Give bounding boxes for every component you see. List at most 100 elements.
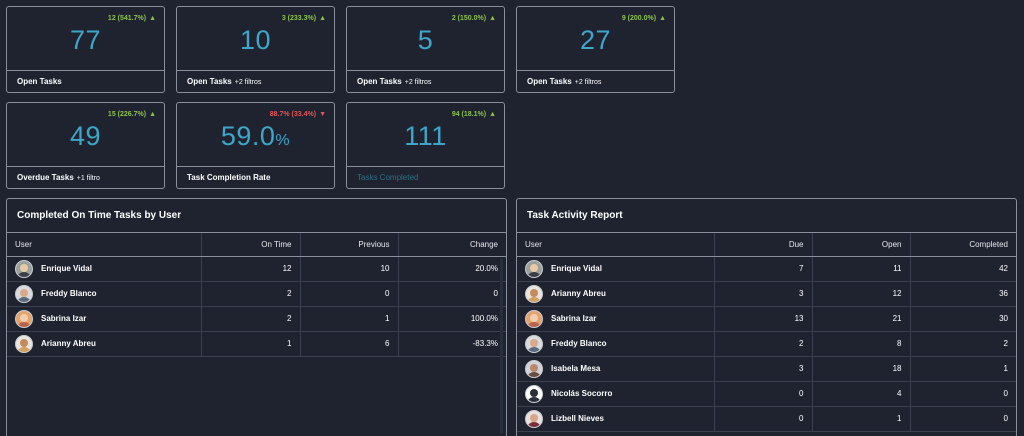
- kpi-label: Overdue Tasks +1 filtro: [7, 166, 164, 188]
- completed-value: 42: [910, 256, 1016, 282]
- table-row[interactable]: Enrique Vidal 7 11 42: [517, 256, 1016, 282]
- change-value: -83.3%: [398, 331, 506, 357]
- kpi-card-overdue-tasks[interactable]: 15 (226.7%) ▲ 49 Overdue Tasks +1 filtro: [6, 102, 165, 189]
- table-header-row: User On Time Previous Change: [7, 233, 506, 257]
- table-row[interactable]: Lizbell Nieves 0 1 0: [517, 406, 1016, 432]
- open-value: 11: [812, 256, 911, 282]
- change-value: 100.0%: [398, 306, 506, 332]
- activity-table: User Due Open Completed Enrique Vidal 7 …: [517, 233, 1016, 432]
- arrow-up-icon: ▲: [319, 15, 326, 22]
- kpi-card-tasks-completed[interactable]: 94 (18.1%) ▲ 111 Tasks Completed: [346, 102, 505, 189]
- previous-value: 10: [300, 256, 399, 282]
- column-header-on-time[interactable]: On Time: [201, 233, 301, 257]
- open-value: 8: [812, 331, 911, 357]
- kpi-value: 27: [579, 25, 612, 55]
- user-name: Sabrina Izar: [551, 314, 597, 323]
- avatar: [525, 284, 543, 303]
- avatar: [525, 334, 543, 353]
- completed-value: 2: [910, 331, 1016, 357]
- kpi-value: 111: [404, 121, 447, 151]
- kpi-value: 5: [417, 25, 434, 55]
- change-value: 20.0%: [398, 256, 506, 282]
- kpi-label: Open Tasks +2 filtros: [347, 70, 504, 92]
- avatar: [525, 384, 543, 403]
- column-header-change[interactable]: Change: [398, 233, 506, 257]
- on-time-value: 12: [201, 256, 301, 282]
- table-row[interactable]: Freddy Blanco 2 8 2: [517, 331, 1016, 357]
- kpi-value: 77: [69, 25, 102, 55]
- column-header-completed[interactable]: Completed: [910, 233, 1016, 257]
- arrow-down-icon: ▼: [319, 111, 326, 118]
- on-time-value: 2: [201, 306, 301, 332]
- panel-title: Completed On Time Tasks by User: [7, 199, 506, 233]
- kpi-card-completion-rate[interactable]: 88.7% (33.4%) ▼ 59.0% Task Completion Rat…: [176, 102, 335, 189]
- due-value: 13: [714, 306, 813, 332]
- open-value: 4: [812, 381, 911, 407]
- kpi-value: 49: [69, 121, 102, 151]
- completed-value: 1: [910, 356, 1016, 382]
- column-header-open[interactable]: Open: [812, 233, 911, 257]
- column-header-due[interactable]: Due: [714, 233, 813, 257]
- due-value: 2: [714, 331, 813, 357]
- kpi-card-open-tasks-filtered[interactable]: 2 (150.0%) ▲ 5 Open Tasks +2 filtros: [346, 6, 505, 93]
- kpi-delta: 12 (541.7%) ▲: [107, 15, 156, 22]
- table-row[interactable]: Arianny Abreu 1 6 -83.3%: [7, 331, 506, 357]
- user-name: Sabrina Izar: [41, 314, 87, 323]
- avatar: [15, 309, 33, 328]
- kpi-label: Open Tasks +2 filtros: [517, 70, 674, 92]
- open-value: 12: [812, 281, 911, 307]
- user-name: Arianny Abreu: [41, 339, 96, 348]
- table-row[interactable]: Enrique Vidal 12 10 20.0%: [7, 256, 506, 282]
- change-value: 0: [398, 281, 506, 307]
- due-value: 3: [714, 281, 813, 307]
- due-value: 7: [714, 256, 813, 282]
- kpi-delta: 94 (18.1%) ▲: [451, 111, 496, 118]
- table-row[interactable]: Nicolás Socorro 0 4 0: [517, 381, 1016, 407]
- column-header-previous[interactable]: Previous: [300, 233, 399, 257]
- completed-value: 0: [910, 381, 1016, 407]
- table-row[interactable]: Isabela Mesa 3 18 1: [517, 356, 1016, 382]
- activity-panel: Task Activity Report User Due Open Compl…: [516, 198, 1017, 436]
- avatar: [525, 409, 543, 428]
- table-row[interactable]: Freddy Blanco 2 0 0: [7, 281, 506, 307]
- user-name: Lizbell Nieves: [551, 414, 604, 423]
- user-name: Nicolás Socorro: [551, 389, 613, 398]
- kpi-label: Tasks Completed: [347, 166, 504, 188]
- avatar: [525, 359, 543, 378]
- user-name: Arianny Abreu: [551, 289, 606, 298]
- table-row[interactable]: Arianny Abreu 3 12 36: [517, 281, 1016, 307]
- due-value: 0: [714, 406, 813, 432]
- user-name: Freddy Blanco: [551, 339, 607, 348]
- kpi-label: Open Tasks +2 filtros: [177, 70, 334, 92]
- table-row[interactable]: Sabrina Izar 13 21 30: [517, 306, 1016, 332]
- arrow-up-icon: ▲: [149, 111, 156, 118]
- due-value: 3: [714, 356, 813, 382]
- ontime-table: User On Time Previous Change Enrique Vid…: [7, 233, 506, 357]
- kpi-card-open-tasks-filtered[interactable]: 9 (200.0%) ▲ 27 Open Tasks +2 filtros: [516, 6, 675, 93]
- open-value: 18: [812, 356, 911, 382]
- kpi-value: 10: [239, 25, 272, 55]
- scrollbar[interactable]: [500, 259, 503, 433]
- completed-value: 30: [910, 306, 1016, 332]
- column-header-user[interactable]: User: [7, 233, 202, 257]
- kpi-delta: 88.7% (33.4%) ▼: [269, 111, 326, 118]
- kpi-value: 59.0%: [220, 121, 291, 151]
- column-header-user[interactable]: User: [517, 233, 715, 257]
- previous-value: 6: [300, 331, 399, 357]
- open-value: 1: [812, 406, 911, 432]
- kpi-card-open-tasks-filtered[interactable]: 3 (233.3%) ▲ 10 Open Tasks +2 filtros: [176, 6, 335, 93]
- on-time-value: 2: [201, 281, 301, 307]
- due-value: 0: [714, 381, 813, 407]
- table-header-row: User Due Open Completed: [517, 233, 1016, 257]
- user-name: Freddy Blanco: [41, 289, 97, 298]
- arrow-up-icon: ▲: [659, 15, 666, 22]
- user-name: Enrique Vidal: [41, 264, 92, 273]
- avatar: [15, 259, 33, 278]
- kpi-label: Task Completion Rate: [177, 166, 334, 188]
- kpi-card-open-tasks[interactable]: 12 (541.7%) ▲ 77 Open Tasks: [6, 6, 165, 93]
- table-row[interactable]: Sabrina Izar 2 1 100.0%: [7, 306, 506, 332]
- avatar: [525, 309, 543, 328]
- user-name: Enrique Vidal: [551, 264, 602, 273]
- completed-value: 36: [910, 281, 1016, 307]
- kpi-label: Open Tasks: [7, 70, 164, 92]
